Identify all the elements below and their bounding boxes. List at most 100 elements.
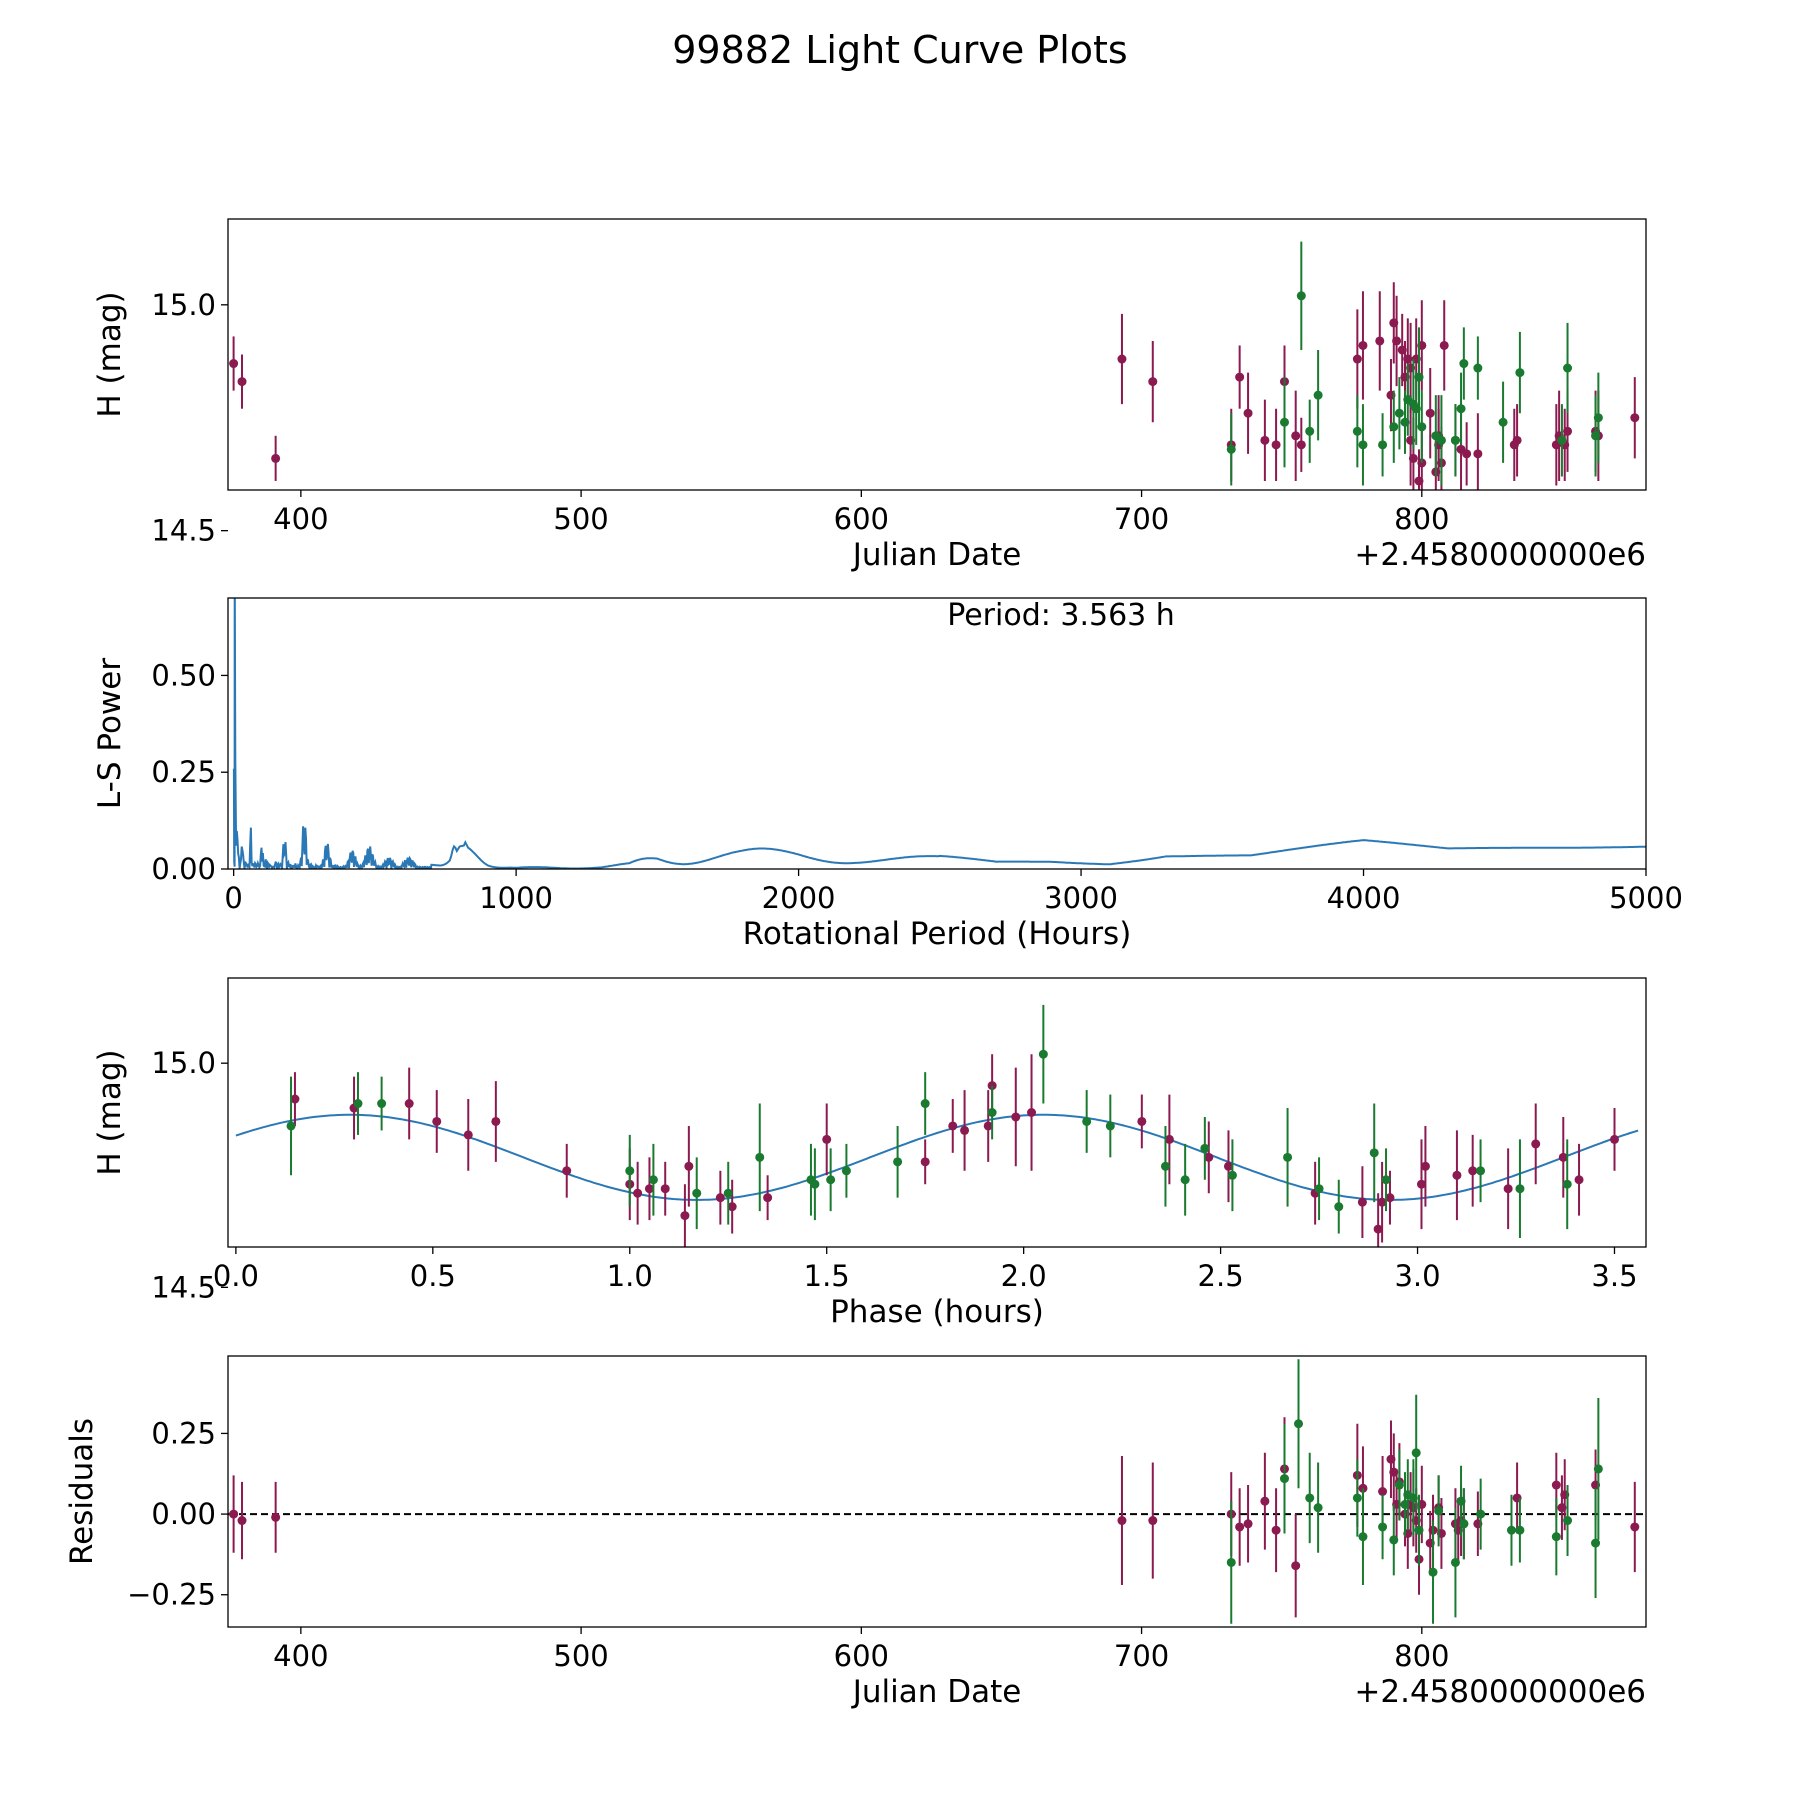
data-point — [660, 1184, 670, 1194]
data-point — [960, 1125, 970, 1135]
x-tick-label: 600 — [834, 502, 889, 536]
data-point — [1416, 1179, 1426, 1189]
data-point — [1468, 1166, 1478, 1176]
data-point — [1436, 435, 1446, 445]
data-point — [1180, 1175, 1190, 1185]
data-point — [491, 1116, 501, 1126]
data-point — [1305, 1493, 1315, 1503]
data-point — [1160, 1161, 1170, 1171]
phased-series-band-a — [290, 1054, 1619, 1247]
data-point — [432, 1116, 442, 1126]
data-point — [1313, 390, 1323, 400]
y-axis-label: H (mag) — [92, 1049, 128, 1175]
y-axis-label: H (mag) — [92, 291, 128, 417]
data-point — [1204, 1152, 1214, 1162]
data-point — [1375, 336, 1385, 346]
model-fit-curve — [235, 1113, 1639, 1201]
data-point — [229, 359, 239, 369]
data-point — [987, 1108, 997, 1117]
lightcurve-axes: 400 500 600 700 800 14.5 15.0 Julian Date H (mag… — [92, 218, 1647, 573]
x-axis-label: Julian Date — [851, 1674, 1022, 1710]
data-point — [1294, 1419, 1304, 1429]
data-point — [1381, 1175, 1391, 1185]
data-point — [1313, 1503, 1323, 1513]
period-annotation: Period: 3.563 h — [947, 598, 1175, 633]
data-point — [1279, 417, 1289, 427]
data-point — [1414, 1525, 1424, 1535]
data-point — [715, 1193, 725, 1203]
data-point — [1411, 1448, 1421, 1458]
data-point — [625, 1166, 635, 1176]
data-point — [1243, 1519, 1253, 1529]
data-point — [1512, 435, 1522, 445]
x-tick-label: 1.0 — [607, 1259, 653, 1293]
x-tick-label: 2.5 — [1198, 1259, 1244, 1293]
x-axis-label: Julian Date — [851, 537, 1022, 573]
data-point — [290, 1094, 300, 1104]
x-tick-label: 700 — [1114, 502, 1169, 536]
data-point — [353, 1099, 363, 1109]
lightcurve-frame — [227, 218, 1647, 491]
data-point — [1334, 1202, 1344, 1212]
data-point — [1389, 1535, 1399, 1545]
data-point — [1456, 404, 1466, 414]
x-tick-label: 500 — [553, 502, 608, 536]
data-point — [1305, 426, 1315, 436]
data-point — [1164, 1134, 1174, 1144]
phased-plot-area — [235, 1004, 1639, 1247]
data-point — [723, 1188, 733, 1198]
x-tick-label: 800 — [1394, 502, 1449, 536]
data-point — [1296, 440, 1306, 450]
data-point — [1515, 1525, 1525, 1535]
x-tick-label: 5000 — [1609, 881, 1683, 915]
data-point — [1609, 1134, 1619, 1144]
x-tick-label: 1.5 — [804, 1259, 850, 1293]
residuals-plot-area — [228, 1359, 1646, 1624]
data-point — [1503, 1184, 1513, 1194]
data-point — [1148, 1516, 1158, 1526]
data-point — [1291, 1561, 1301, 1571]
data-point — [684, 1161, 694, 1171]
data-point — [1574, 1175, 1584, 1185]
data-point — [1551, 1480, 1561, 1490]
y-axis-label: Residuals — [64, 1418, 100, 1565]
data-point — [1358, 440, 1368, 450]
x-axis-label: Rotational Period (Hours) — [743, 916, 1132, 952]
data-point — [1476, 1166, 1486, 1176]
data-point — [1373, 1224, 1383, 1234]
data-point — [1296, 291, 1306, 301]
data-point — [1137, 1116, 1147, 1126]
y-tick-label: 14.5 — [151, 1270, 216, 1304]
phased-frame — [227, 977, 1647, 1248]
data-point — [1314, 1184, 1324, 1194]
data-point — [983, 1121, 993, 1131]
data-point — [1200, 1143, 1210, 1153]
data-point — [1082, 1116, 1092, 1126]
data-point — [1011, 1112, 1021, 1122]
data-point — [1462, 449, 1472, 459]
data-point — [1038, 1049, 1048, 1059]
data-point — [1473, 449, 1483, 459]
data-point — [1417, 422, 1427, 432]
periodogram-plot-area — [232, 598, 1646, 869]
x-tick-label: 600 — [834, 1639, 889, 1673]
data-point — [1557, 435, 1567, 445]
data-point — [648, 1175, 658, 1185]
data-point — [1439, 340, 1449, 350]
data-point — [1271, 440, 1281, 450]
data-point — [755, 1152, 765, 1162]
y-tick-label: 15.0 — [151, 1046, 216, 1080]
data-point — [1562, 1179, 1572, 1189]
data-point — [1271, 1525, 1281, 1535]
data-point — [1414, 372, 1424, 382]
x-offset-label: +2.4580000000e6 — [1354, 1674, 1646, 1710]
periodogram-axes: Period: 3.563 h 0 1000 2000 3000 4000 5000 0.00… — [92, 597, 1683, 952]
x-tick-label: 3000 — [1044, 881, 1118, 915]
x-tick-label: 0.5 — [410, 1259, 456, 1293]
data-point — [1450, 435, 1460, 445]
residuals-axes: 400 500 600 700 800 −0.25 0.00 0.25 Julian Date R… — [64, 1355, 1647, 1710]
data-point — [1260, 435, 1270, 445]
lightcurve-series-band-b — [1226, 241, 1603, 486]
data-point — [1358, 1532, 1368, 1542]
x-offset-label: +2.4580000000e6 — [1354, 537, 1646, 573]
